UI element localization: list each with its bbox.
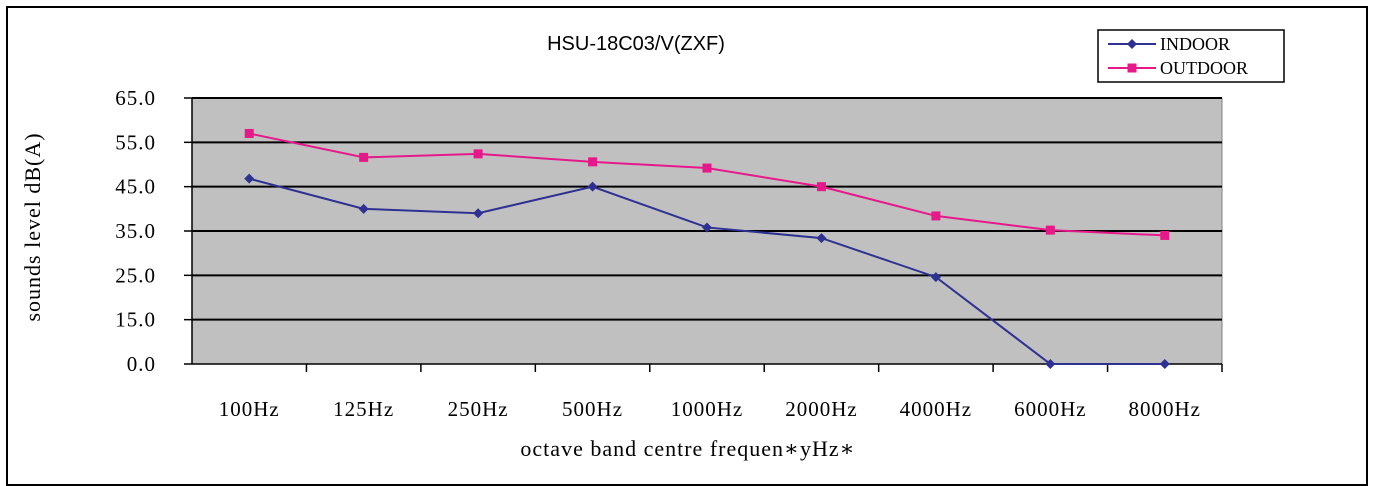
data-point bbox=[358, 203, 369, 214]
x-tick-label: 8000Hz bbox=[1129, 397, 1202, 421]
x-tick-label: 6000Hz bbox=[1014, 397, 1087, 421]
data-point bbox=[359, 152, 369, 162]
data-point bbox=[587, 181, 598, 192]
data-point bbox=[1045, 359, 1056, 369]
legend-marker bbox=[1127, 39, 1137, 49]
chart-title: HSU-18C03/V(ZXF) bbox=[547, 33, 725, 55]
x-tick-label: 100Hz bbox=[219, 397, 280, 421]
legend-box bbox=[1097, 29, 1285, 83]
data-point bbox=[473, 149, 483, 159]
data-point bbox=[244, 128, 254, 138]
x-tick-labels: 100Hz 125Hz 250Hz 500Hz 1000Hz 2000Hz 4000Hz 60… bbox=[219, 397, 1202, 421]
data-point bbox=[702, 163, 712, 173]
x-tick-label: 2000Hz bbox=[785, 397, 858, 421]
data-point bbox=[816, 233, 827, 244]
x-tick-label: 1000Hz bbox=[671, 397, 744, 421]
data-point bbox=[930, 272, 941, 283]
legend-label: INDOOR bbox=[1160, 34, 1230, 54]
y-tick-label: 0.0 bbox=[127, 352, 156, 376]
data-point bbox=[1045, 225, 1055, 235]
x-tick-label: 500Hz bbox=[562, 397, 623, 421]
data-point bbox=[244, 173, 255, 184]
data-point bbox=[1159, 359, 1170, 369]
x-tick-label: 250Hz bbox=[448, 397, 509, 421]
y-tick-label: 35.0 bbox=[115, 219, 156, 243]
y-tick-label: 55.0 bbox=[115, 130, 156, 154]
y-tick-label: 25.0 bbox=[115, 263, 156, 287]
data-point bbox=[816, 182, 826, 192]
y-axis-label: sounds level dB(A) bbox=[20, 132, 45, 321]
series-indoor bbox=[244, 173, 1170, 369]
legend: INDOOR OUTDOOR bbox=[1097, 29, 1285, 83]
data-point bbox=[588, 157, 598, 167]
y-tick-label: 65.0 bbox=[115, 86, 156, 110]
x-tick-label: 4000Hz bbox=[900, 397, 973, 421]
y-tick-label: 15.0 bbox=[115, 308, 156, 332]
y-tick-label: 45.0 bbox=[115, 175, 156, 199]
series bbox=[244, 128, 1170, 369]
y-tick-labels: 65.0 55.0 45.0 35.0 25.0 15.0 0.0 bbox=[115, 86, 156, 376]
legend-label: OUTDOOR bbox=[1160, 58, 1248, 78]
x-tick-label: 125Hz bbox=[333, 397, 394, 421]
data-point bbox=[702, 222, 712, 233]
data-point bbox=[473, 208, 484, 219]
data-point bbox=[931, 211, 941, 221]
x-axis-label: octave band centre frequen∗yHz∗ bbox=[520, 436, 855, 461]
data-point bbox=[1160, 230, 1170, 240]
series-outdoor bbox=[244, 128, 1170, 240]
legend-marker bbox=[1127, 63, 1137, 73]
